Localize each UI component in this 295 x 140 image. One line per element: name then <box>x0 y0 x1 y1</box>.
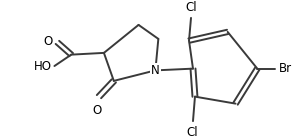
Text: Cl: Cl <box>186 126 198 139</box>
Text: O: O <box>43 35 53 48</box>
Text: N: N <box>151 64 160 77</box>
Text: Br: Br <box>279 62 292 75</box>
Text: Cl: Cl <box>185 1 197 14</box>
Text: O: O <box>92 104 101 117</box>
Text: HO: HO <box>33 60 51 73</box>
